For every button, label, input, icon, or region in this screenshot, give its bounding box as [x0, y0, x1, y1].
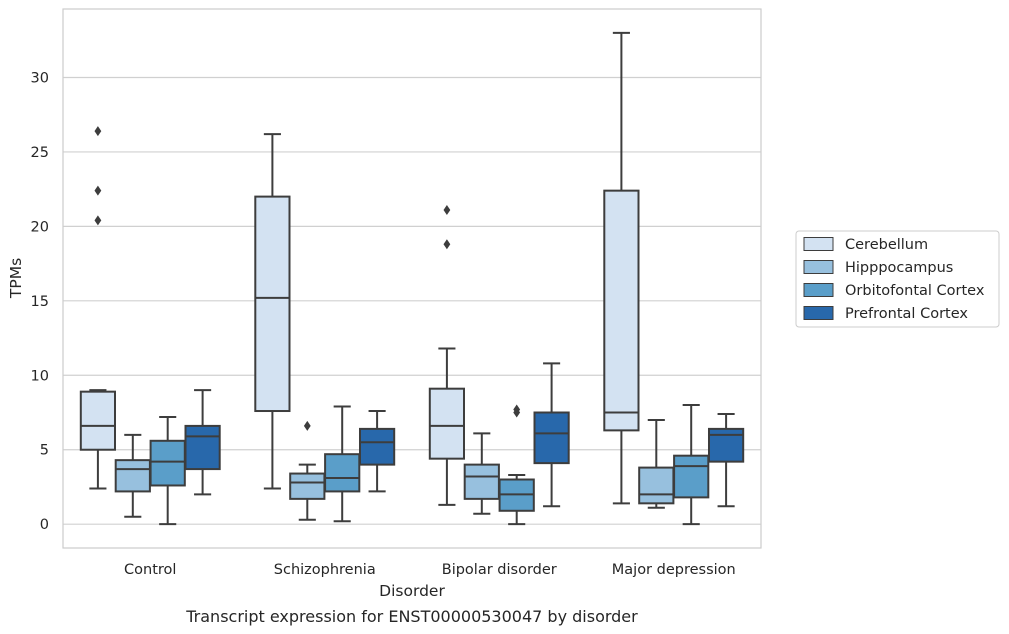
box-prefrontal-cortex: [358, 410, 396, 493]
y-tick-label: 20: [31, 219, 49, 235]
box-prefrontal-cortex: [707, 412, 745, 508]
box-iqr: [707, 427, 745, 463]
box-iqr: [428, 387, 466, 460]
box-prefrontal-cortex: [184, 389, 221, 496]
box-iqr: [324, 453, 361, 493]
outlier-point: [94, 185, 102, 196]
legend-swatch: [803, 283, 834, 297]
box-hipppocampus: [114, 433, 151, 518]
outlier-point: [303, 420, 311, 431]
outlier-point: [94, 126, 102, 137]
outlier-point: [94, 215, 102, 226]
y-tick-label: 0: [40, 517, 49, 533]
box-iqr: [184, 424, 221, 471]
legend-frame: [795, 230, 1000, 328]
y-tick-label: 5: [40, 443, 49, 459]
box-hipppocampus: [463, 432, 500, 515]
legend-swatch: [803, 237, 834, 251]
box-prefrontal-cortex: [533, 362, 570, 508]
box-orbitofontal-cortex: [149, 415, 186, 526]
box-iqr: [254, 195, 291, 413]
box-cerebellum: [79, 126, 117, 490]
box-iqr: [533, 411, 570, 465]
y-tick-label: 25: [31, 145, 49, 161]
x-tick-label: Major depression: [612, 562, 736, 578]
box-iqr: [79, 390, 117, 451]
legend: Cerebellum Hipppocampus Orbitofontal Corte…: [795, 230, 1000, 328]
x-tick-label: Schizophrenia: [274, 562, 376, 578]
legend-item: Cerebellum: [803, 237, 928, 253]
plot-frame: [62, 8, 762, 549]
box-cerebellum: [254, 133, 291, 490]
outlier-point: [443, 205, 451, 216]
legend-swatch: [803, 260, 834, 274]
box-hipppocampus: [638, 418, 675, 509]
x-tick-label: Control: [124, 562, 176, 578]
box-iqr: [114, 459, 151, 493]
legend-label: Hipppocampus: [845, 260, 953, 276]
chart-caption: Transcript expression for ENST0000053004…: [185, 607, 638, 626]
legend-item: Hipppocampus: [803, 260, 953, 276]
legend-label: Cerebellum: [845, 237, 928, 253]
box-iqr: [289, 472, 326, 500]
x-axis-title: Disorder: [379, 582, 445, 600]
y-tick-label: 30: [31, 70, 49, 86]
box-iqr: [149, 439, 186, 487]
y-tick-label: 10: [31, 368, 49, 384]
box-iqr: [603, 189, 640, 432]
legend-item: Orbitofontal Cortex: [803, 283, 985, 299]
legend-label: Orbitofontal Cortex: [845, 283, 985, 299]
box-hipppocampus: [289, 420, 326, 521]
outlier-point: [443, 239, 451, 250]
legend-swatch: [803, 306, 834, 320]
box-orbitofontal-cortex: [673, 404, 710, 526]
box-orbitofontal-cortex: [324, 405, 361, 523]
legend-item: Prefrontal Cortex: [803, 306, 968, 322]
x-tick-labels: Control Schizophrenia Bipolar disorder Majo…: [124, 562, 736, 578]
boxplot-marks: [79, 31, 745, 526]
y-tick-label: 15: [31, 294, 49, 310]
box-iqr: [673, 454, 710, 499]
legend-label: Prefrontal Cortex: [845, 306, 968, 322]
y-axis-title: TPMs: [7, 258, 25, 299]
box-iqr: [638, 466, 675, 505]
y-tick-labels: 0 5 10 15 20 25 30: [31, 70, 49, 533]
box-orbitofontal-cortex: [498, 404, 535, 526]
box-cerebellum: [428, 205, 466, 506]
outlier-point: [513, 404, 521, 415]
box-iqr: [463, 463, 500, 500]
box-iqr: [358, 427, 396, 466]
box-cerebellum: [603, 31, 640, 505]
x-tick-label: Bipolar disorder: [442, 562, 557, 578]
